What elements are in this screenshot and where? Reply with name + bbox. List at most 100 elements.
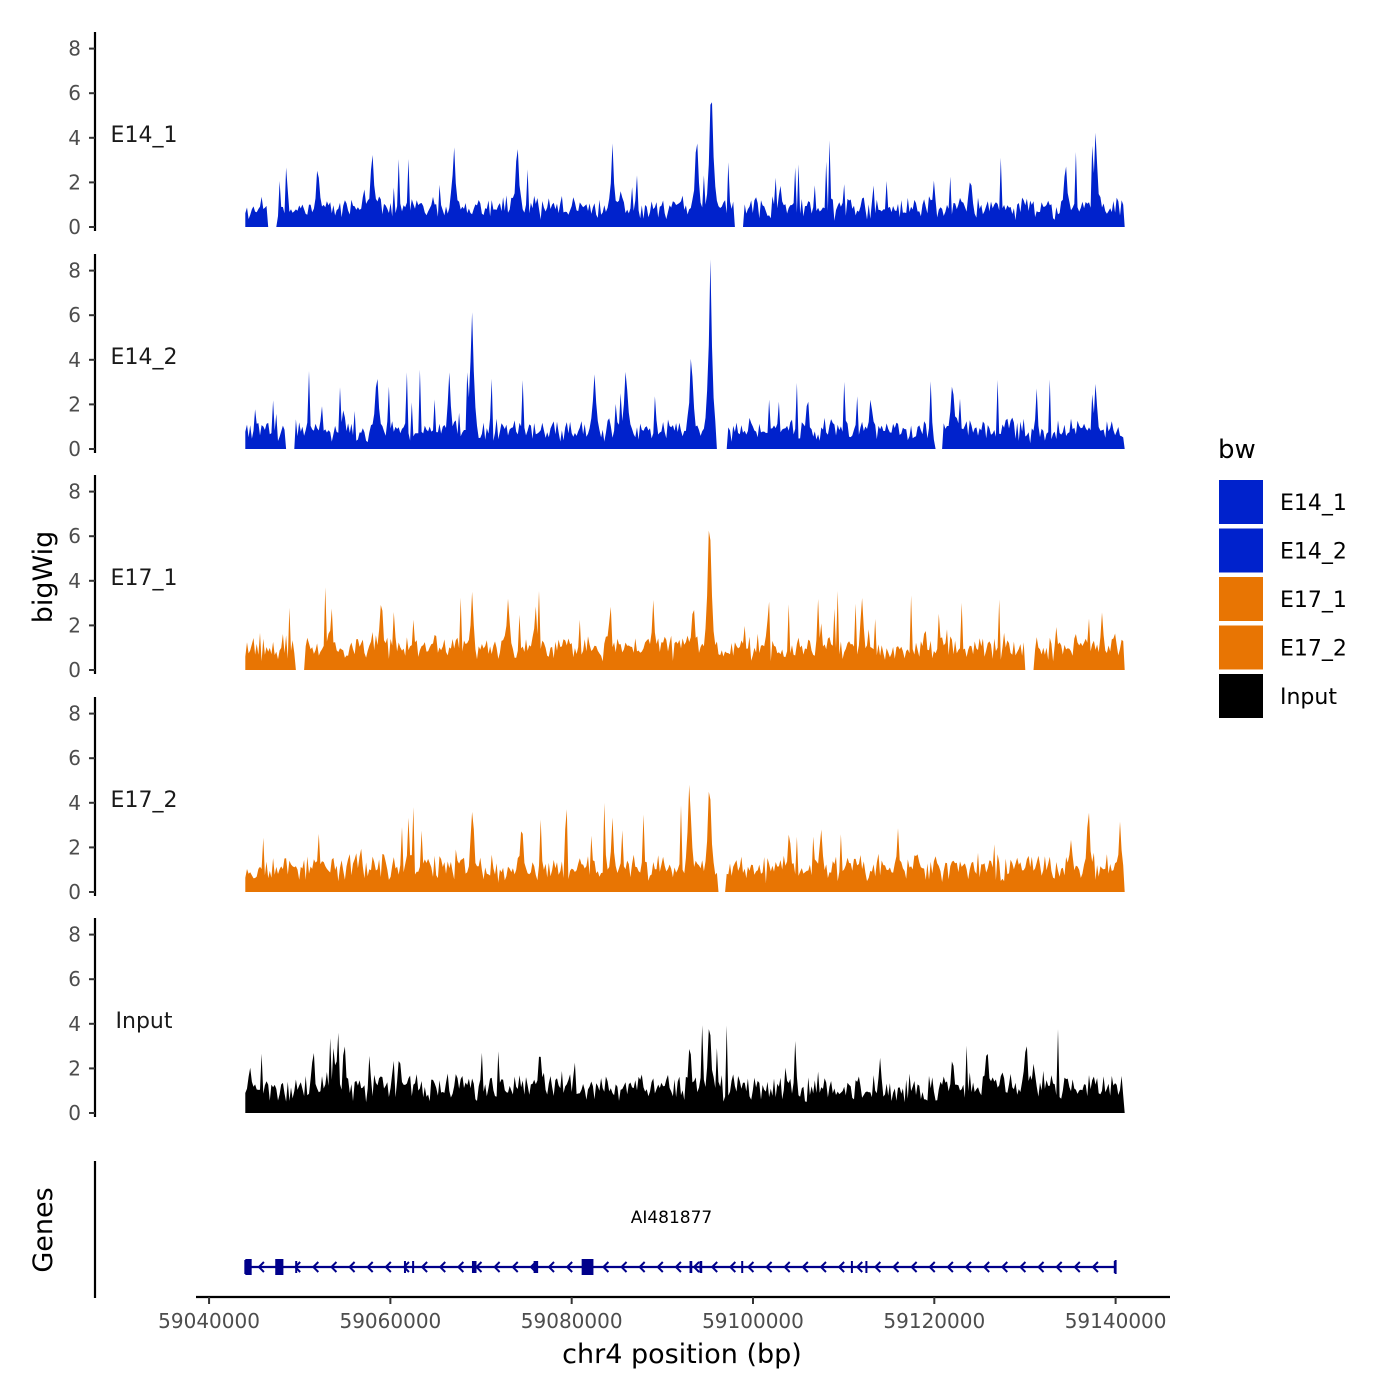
strand-arrow xyxy=(1091,1261,1099,1273)
legend-swatch-E14_1 xyxy=(1219,480,1263,524)
exon xyxy=(689,1261,693,1273)
signal-tracks: 0 2 4 6 8 E14_1 0 2 4 6 8 E14_2 0 2 4 6 8 E17_1 0 2 4 6 8 E17_2… xyxy=(68,32,1125,1125)
exon xyxy=(850,1261,853,1273)
strand-arrow xyxy=(692,1261,700,1273)
y-tick-label: 2 xyxy=(68,1056,81,1080)
strand-arrow xyxy=(964,1261,972,1273)
legend-label-Input: Input xyxy=(1280,685,1337,710)
strand-arrow xyxy=(982,1261,990,1273)
y-tick-label: 4 xyxy=(68,569,81,593)
strand-arrow xyxy=(638,1261,646,1273)
strand-arrow xyxy=(1073,1261,1081,1273)
x-tick-label: 59060000 xyxy=(339,1309,441,1333)
y-tick-label: 6 xyxy=(68,746,81,770)
track-Input: 0 2 4 6 8 Input xyxy=(68,918,1125,1125)
strand-arrow xyxy=(384,1261,392,1273)
strand-arrow xyxy=(257,1261,265,1273)
strand-arrow xyxy=(493,1261,501,1273)
legend-swatch-E17_1 xyxy=(1219,577,1263,621)
strand-arrow xyxy=(1055,1261,1063,1273)
strand-arrow xyxy=(837,1261,845,1273)
track-label-Input: Input xyxy=(116,1009,173,1034)
y-tick-label: 6 xyxy=(68,81,81,105)
strand-arrow xyxy=(330,1261,338,1273)
strand-arrow xyxy=(892,1261,900,1273)
strand-arrow xyxy=(348,1261,356,1273)
strand-arrow xyxy=(747,1261,755,1273)
strand-arrow xyxy=(674,1261,682,1273)
y-tick-label: 6 xyxy=(68,303,81,327)
strand-arrow xyxy=(420,1261,428,1273)
strand-arrow xyxy=(547,1261,555,1273)
y-tick-label: 2 xyxy=(68,392,81,416)
y-tick-label: 0 xyxy=(68,1101,81,1125)
legend-label-E17_2: E17_2 xyxy=(1280,637,1347,662)
strand-arrow xyxy=(438,1261,446,1273)
strand-arrow xyxy=(1037,1261,1045,1273)
strand-arrow xyxy=(1000,1261,1008,1273)
gene-name-label: AI481877 xyxy=(631,1208,713,1228)
x-tick-label: 59120000 xyxy=(883,1309,985,1333)
signal-area-Input xyxy=(245,1025,1125,1113)
strand-arrow xyxy=(819,1261,827,1273)
x-tick-label: 59080000 xyxy=(521,1309,623,1333)
signal-area-E14_2 xyxy=(245,259,1125,449)
y-tick-label: 2 xyxy=(68,170,81,194)
strand-arrow xyxy=(366,1261,374,1273)
exon xyxy=(295,1261,298,1273)
exon xyxy=(865,1261,868,1273)
strand-arrow xyxy=(710,1261,718,1273)
y-tick-label: 0 xyxy=(68,437,81,461)
exon xyxy=(581,1259,594,1275)
track-label-E14_1: E14_1 xyxy=(111,123,178,148)
track-E14_2: 0 2 4 6 8 E14_2 xyxy=(68,254,1125,461)
strand-arrow xyxy=(728,1261,737,1273)
y-tick-label: 4 xyxy=(68,126,81,150)
y-tick-label: 0 xyxy=(68,880,81,904)
x-tick-label: 59100000 xyxy=(702,1309,804,1333)
strand-arrow xyxy=(601,1261,610,1273)
strand-arrow xyxy=(928,1261,936,1273)
exon xyxy=(699,1261,703,1273)
strand-arrow xyxy=(511,1261,519,1273)
y-tick-label: 6 xyxy=(68,524,81,548)
legend-swatch-E17_2 xyxy=(1219,625,1263,670)
strand-arrow xyxy=(1019,1261,1027,1273)
strand-arrow xyxy=(946,1261,954,1273)
exon xyxy=(1113,1261,1116,1273)
legend-swatch-E14_2 xyxy=(1219,528,1263,573)
strand-arrow xyxy=(656,1261,664,1273)
exon xyxy=(471,1261,477,1273)
exon xyxy=(533,1261,539,1273)
y-tick-label: 2 xyxy=(68,835,81,859)
exon xyxy=(412,1261,415,1273)
legend: E14_1 E14_2 E17_1 E17_2 Input xyxy=(1219,480,1347,718)
y-tick-label: 4 xyxy=(68,348,81,372)
x-axis: 59040000 59060000 59080000 59100000 59120000… xyxy=(158,1295,1170,1333)
legend-swatch-Input xyxy=(1219,674,1263,718)
y-tick-label: 8 xyxy=(68,480,81,504)
y-tick-label: 8 xyxy=(68,37,81,61)
strand-arrow xyxy=(311,1261,320,1273)
track-label-E17_2: E17_2 xyxy=(111,788,178,813)
y-tick-label: 2 xyxy=(68,613,81,637)
track-E14_1: 0 2 4 6 8 E14_1 xyxy=(68,32,1125,239)
y-tick-label: 8 xyxy=(68,923,81,947)
y-tick-label: 8 xyxy=(68,702,81,726)
signal-area-E17_2 xyxy=(245,784,1125,892)
strand-arrow xyxy=(855,1261,863,1273)
y-tick-label: 0 xyxy=(68,658,81,682)
legend-title: bw xyxy=(1218,435,1256,465)
gene-panel: AI481877 xyxy=(93,1161,1117,1298)
strand-arrow xyxy=(801,1261,809,1273)
strand-arrow xyxy=(873,1261,882,1273)
exon xyxy=(275,1259,284,1275)
track-label-E14_2: E14_2 xyxy=(111,345,178,370)
y-axis-title: bigWig xyxy=(28,531,59,624)
strand-arrow xyxy=(765,1261,773,1273)
signal-area-E14_1 xyxy=(245,102,1125,227)
gene-panel-title: Genes xyxy=(28,1187,59,1272)
x-tick-label: 59040000 xyxy=(158,1309,260,1333)
legend-label-E14_1: E14_1 xyxy=(1280,491,1347,516)
x-tick-label: 59140000 xyxy=(1065,1309,1167,1333)
